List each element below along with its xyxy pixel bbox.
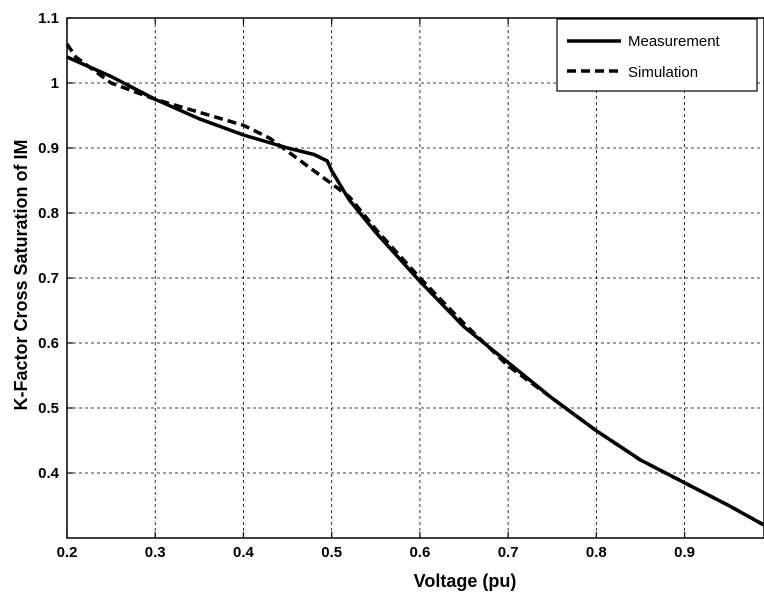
x-tick-label: 0.8 [586,544,607,561]
x-tick-label: 0.7 [498,544,519,561]
series-line-simulation [65,43,764,527]
y-axis-label: K-Factor Cross Saturation of IM [11,139,31,410]
series-lines [65,43,764,527]
x-axis-label: Voltage (pu) [414,571,517,591]
x-tick-label: 0.5 [321,544,342,561]
legend-label-measurement: Measurement [628,33,721,50]
x-tick-label: 0.3 [145,544,166,561]
x-tick-label: 0.6 [409,544,430,561]
y-tick-label: 0.4 [38,465,60,482]
y-tick-label: 0.6 [38,335,59,352]
axis-ticks: 0.2 0.3 0.4 0.5 0.6 0.7 0.8 0.9 0.4 0.5 0.6 0.7 0.8 0… [38,10,695,561]
y-tick-label: 1.1 [38,10,59,27]
x-tick-label: 0.2 [57,544,78,561]
y-tick-label: 0.8 [38,205,59,222]
legend-label-simulation: Simulation [628,64,698,81]
y-tick-label: 0.9 [38,140,59,157]
x-tick-label: 0.4 [233,544,255,561]
y-tick-label: 0.7 [38,270,59,287]
legend-box [556,18,758,92]
y-tick-label: 1 [51,75,59,92]
x-tick-label: 0.9 [674,544,695,561]
series-line-measurement [66,55,764,527]
plot-frame [66,17,764,539]
legend: Measurement Simulation [556,18,758,92]
y-tick-label: 0.5 [38,400,59,417]
